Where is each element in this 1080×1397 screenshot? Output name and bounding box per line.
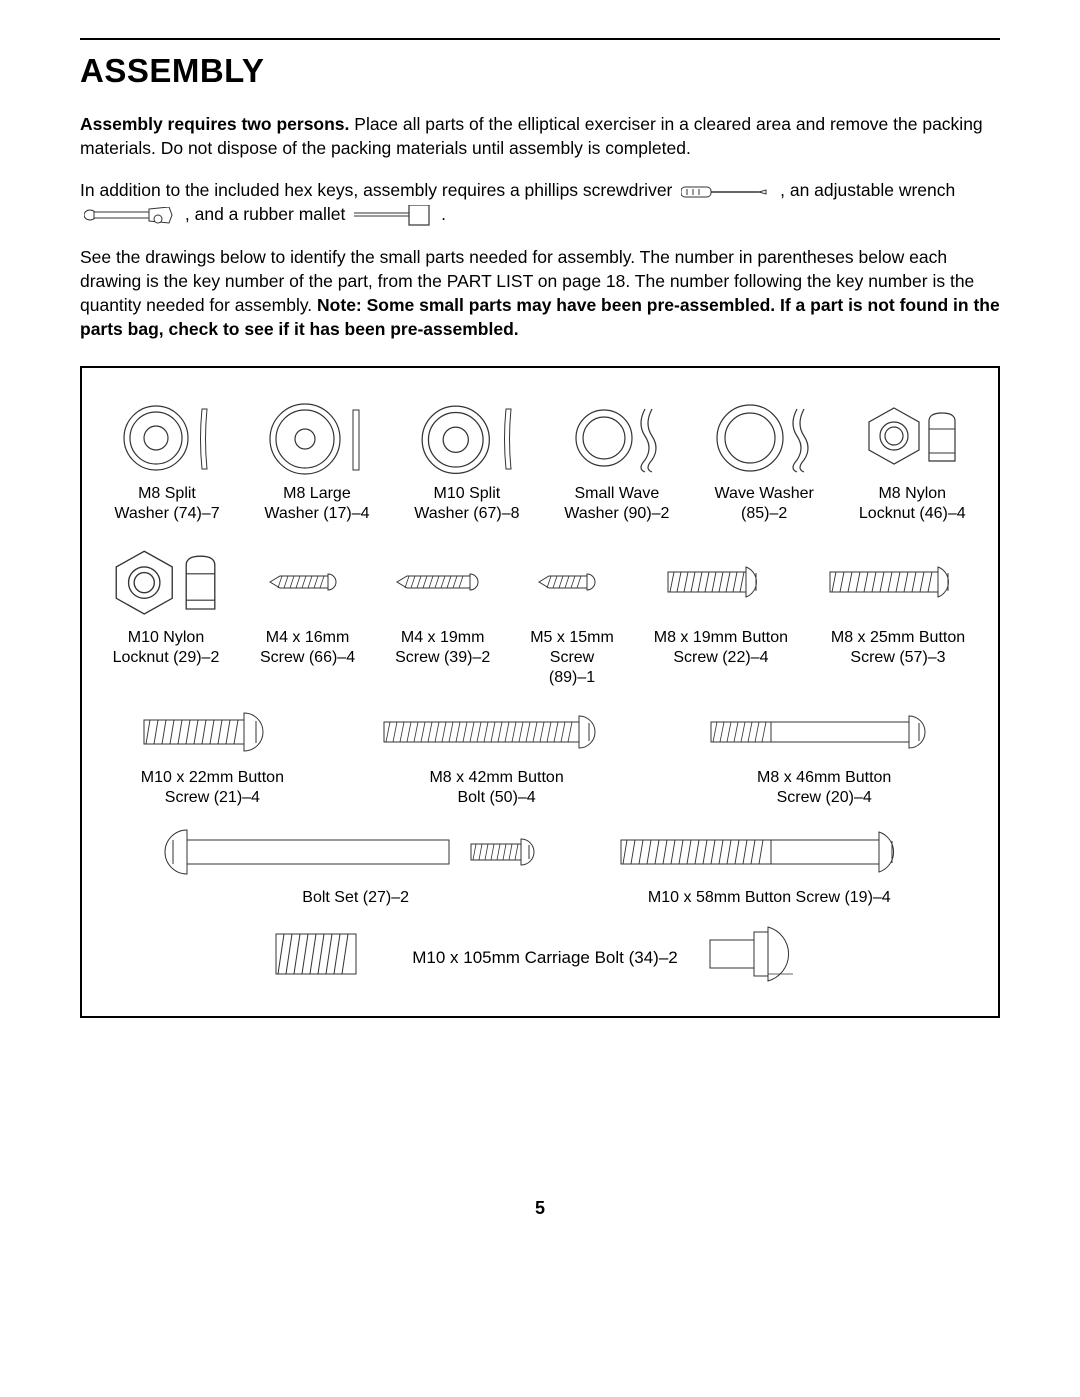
tools-text-a: In addition to the included hex keys, as… — [80, 180, 677, 200]
part-m8-46-button-screw: M8 x 46mm ButtonScrew (20)–4 — [709, 702, 939, 808]
part-m8-split-washer: M8 SplitWasher (74)–7 — [114, 398, 219, 524]
intro-bold: Assembly requires two persons. — [80, 114, 349, 134]
part-m10-105-carriage-bolt: M10 x 105mm Carriage Bolt (34)–2 — [272, 922, 808, 986]
part-m8-19-button-screw: M8 x 19mm ButtonScrew (22)–4 — [654, 542, 788, 668]
parts-row-1: M8 SplitWasher (74)–7 M8 LargeWasher (17… — [92, 398, 988, 524]
parts-row-4: Bolt Set (27)–2 M10 x 58mm Button Screw … — [92, 822, 988, 908]
tools-text-c: , and a rubber mallet — [185, 204, 350, 224]
part-bolt-set: Bolt Set (27)–2 — [161, 822, 551, 908]
parts-identification-box: M8 SplitWasher (74)–7 M8 LargeWasher (17… — [80, 366, 1000, 1018]
part-m10-22-button-screw: M10 x 22mm ButtonScrew (21)–4 — [141, 702, 284, 808]
parts-row-2: M10 NylonLocknut (29)–2 M4 x 16mmScrew (… — [92, 542, 988, 688]
part-m10-58-button-screw: M10 x 58mm Button Screw (19)–4 — [619, 822, 919, 908]
intro-paragraph-1: Assembly requires two persons. Place all… — [80, 112, 1000, 160]
part-small-wave-washer: Small WaveWasher (90)–2 — [564, 398, 669, 524]
part-wave-washer: Wave Washer(85)–2 — [714, 398, 814, 524]
tools-text-b: , an adjustable wrench — [780, 180, 955, 200]
part-m4-16-screw: M4 x 16mmScrew (66)–4 — [260, 542, 355, 668]
part-m5-15-screw: M5 x 15mmScrew(89)–1 — [530, 542, 614, 688]
page-number: 5 — [80, 1198, 1000, 1219]
part-m8-25-button-screw: M8 x 25mm ButtonScrew (57)–3 — [828, 542, 968, 668]
screwdriver-icon — [681, 184, 771, 200]
wrench-icon — [84, 207, 176, 225]
top-rule — [80, 38, 1000, 40]
tools-paragraph: In addition to the included hex keys, as… — [80, 178, 1000, 227]
part-m10-split-washer: M10 SplitWasher (67)–8 — [414, 398, 519, 524]
part-m10-nylon-locknut: M10 NylonLocknut (29)–2 — [112, 542, 220, 668]
parts-row-3: M10 x 22mm ButtonScrew (21)–4 M8 x 42mm … — [92, 702, 988, 808]
part-m8-nylon-locknut: M8 NylonLocknut (46)–4 — [859, 398, 966, 524]
parts-row-5: M10 x 105mm Carriage Bolt (34)–2 — [92, 922, 988, 986]
parts-paragraph: See the drawings below to identify the s… — [80, 245, 1000, 342]
tools-text-d: . — [441, 204, 446, 224]
part-m8-large-washer: M8 LargeWasher (17)–4 — [264, 398, 369, 524]
part-m8-42-button-bolt: M8 x 42mm ButtonBolt (50)–4 — [382, 702, 612, 808]
part-m4-19-screw: M4 x 19mmScrew (39)–2 — [395, 542, 490, 668]
mallet-icon — [354, 205, 432, 227]
page-title: ASSEMBLY — [80, 52, 1000, 90]
